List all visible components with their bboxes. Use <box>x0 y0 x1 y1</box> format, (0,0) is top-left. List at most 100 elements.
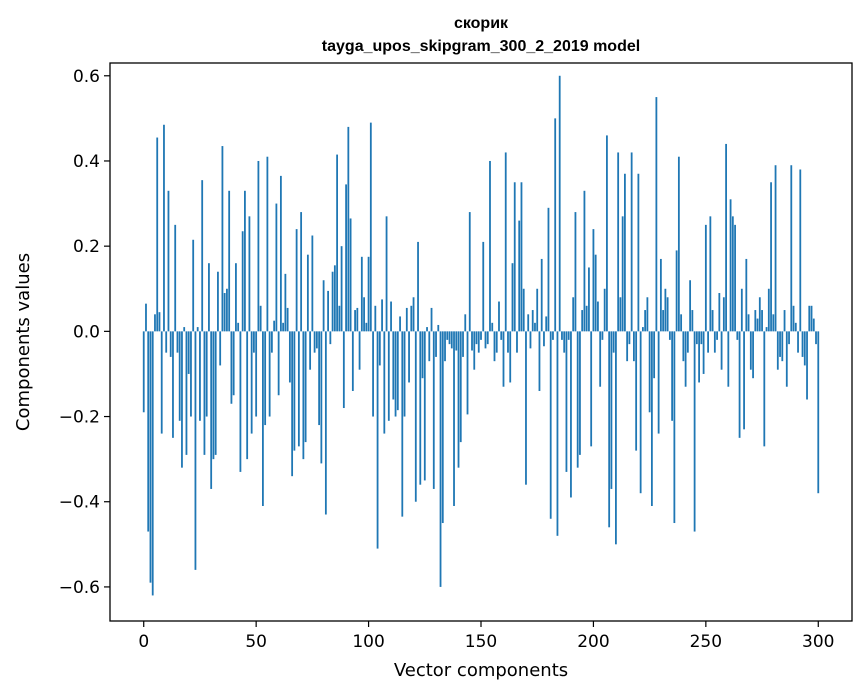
bar <box>772 314 775 332</box>
bar <box>597 301 599 332</box>
bar <box>212 331 215 460</box>
bar <box>599 331 602 387</box>
bar <box>635 331 638 451</box>
bar <box>799 169 802 332</box>
bar <box>713 331 716 353</box>
bar <box>556 331 559 536</box>
bar <box>689 280 692 332</box>
bar <box>507 331 509 353</box>
bar <box>333 265 336 332</box>
bar <box>561 331 563 340</box>
bar <box>318 331 321 426</box>
bar <box>808 305 811 332</box>
bar <box>664 288 667 332</box>
x-tick-label: 150 <box>465 632 497 652</box>
bar <box>385 216 388 332</box>
chart-title: скорик <box>454 15 509 32</box>
bar <box>459 331 462 443</box>
bar <box>255 331 258 417</box>
bar <box>340 246 343 332</box>
bar <box>558 75 561 332</box>
bar <box>608 331 611 528</box>
bar <box>383 331 386 434</box>
bar <box>606 135 608 332</box>
bar <box>797 331 799 353</box>
bar <box>154 314 156 332</box>
y-tick-label: −0.4 <box>59 493 100 513</box>
bar <box>641 327 644 332</box>
bar <box>196 327 199 332</box>
bar <box>574 212 577 332</box>
bar <box>727 331 730 387</box>
bar <box>387 331 390 421</box>
bar <box>169 331 172 357</box>
bar <box>295 229 298 332</box>
bar <box>610 331 613 489</box>
bar <box>603 288 606 332</box>
bar <box>178 331 181 421</box>
bar <box>262 331 264 506</box>
bar <box>758 297 761 332</box>
y-tick-label: 0.2 <box>73 237 100 257</box>
bar <box>781 331 784 362</box>
bar <box>471 331 473 351</box>
bar <box>711 310 714 332</box>
bar <box>644 310 647 332</box>
bar <box>199 331 201 421</box>
bar <box>547 207 550 332</box>
bar <box>338 305 341 332</box>
bar <box>646 297 649 332</box>
bar <box>531 310 534 332</box>
bar <box>477 331 480 353</box>
bar <box>165 331 168 353</box>
bar <box>682 331 685 362</box>
bar <box>722 297 725 332</box>
bar <box>156 137 159 332</box>
bar <box>567 331 570 340</box>
bar <box>695 331 698 345</box>
bar <box>232 331 235 396</box>
bar <box>181 331 183 468</box>
bar <box>761 310 763 332</box>
bar <box>405 307 408 332</box>
chart-subtitle: tayga_upos_skipgram_300_2_2019 model <box>322 38 640 55</box>
bar <box>633 331 635 362</box>
bar <box>731 216 734 332</box>
bar <box>684 331 687 387</box>
bar <box>482 241 485 332</box>
bar <box>228 190 231 332</box>
bar <box>311 235 314 332</box>
bar <box>351 331 354 391</box>
bar <box>302 331 305 460</box>
bar <box>794 322 797 332</box>
bar <box>336 154 338 332</box>
bar <box>266 156 269 332</box>
bar <box>729 199 732 332</box>
bar <box>475 331 478 345</box>
bar <box>612 331 615 353</box>
bar <box>329 331 332 345</box>
bar <box>160 331 163 434</box>
bar <box>594 254 597 332</box>
x-tick-label: 200 <box>577 632 609 652</box>
bar <box>529 331 532 349</box>
bar <box>563 331 566 353</box>
bar <box>221 146 224 332</box>
bar <box>720 331 723 370</box>
bar <box>378 331 381 366</box>
bar <box>522 288 525 332</box>
bar <box>628 331 631 345</box>
bar <box>223 293 226 332</box>
bar <box>619 297 622 332</box>
bar <box>320 331 323 464</box>
bar <box>673 331 676 524</box>
bar <box>448 331 451 345</box>
bar <box>414 331 417 502</box>
bar <box>491 322 494 332</box>
bar <box>540 258 543 332</box>
bar <box>534 322 536 332</box>
bar <box>579 331 581 455</box>
bar <box>549 331 552 519</box>
bar <box>738 331 741 438</box>
bar <box>259 305 262 332</box>
